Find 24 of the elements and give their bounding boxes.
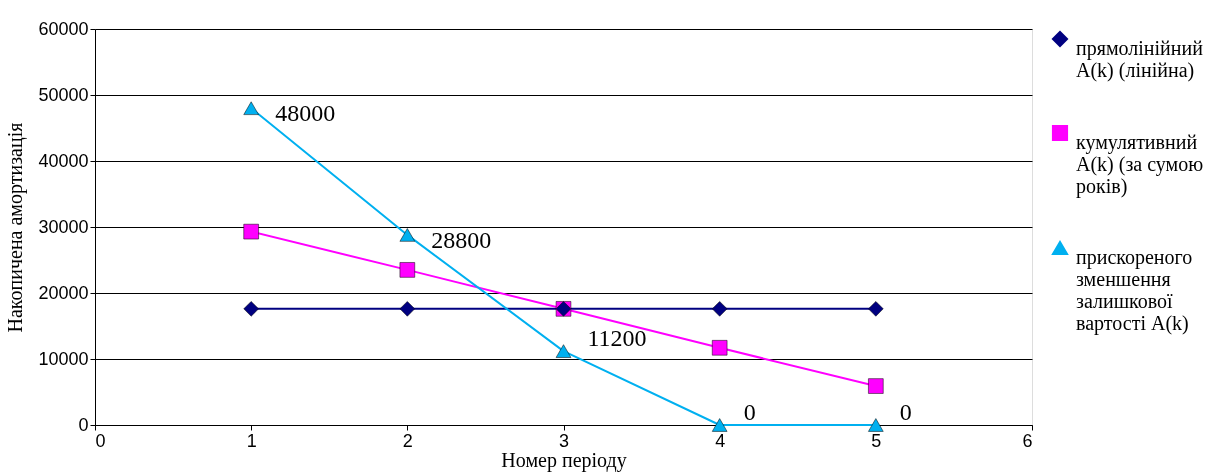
- x-tick-label: 1: [246, 430, 257, 451]
- y-tick-label: 30000: [38, 216, 89, 237]
- y-tick-label: 40000: [38, 150, 89, 171]
- y-tick-label: 0: [78, 414, 89, 435]
- data-label: 11200: [587, 325, 647, 352]
- y-tick-label: 50000: [38, 84, 89, 105]
- y-tick-label: 20000: [38, 282, 89, 303]
- x-tick-label: 5: [871, 430, 882, 451]
- y-axis-title: Накопичена амортизація: [4, 122, 28, 333]
- x-tick-label: 3: [558, 430, 570, 451]
- x-tick-label: 6: [1022, 430, 1033, 451]
- data-label: 0: [743, 399, 756, 425]
- legend-label: кумулятивний A(k) (за сумою років): [1076, 131, 1204, 198]
- legend-label: прискореного зменшення залишкової вартості A(k): [1076, 246, 1193, 335]
- data-label: 0: [899, 399, 912, 425]
- x-tick-label: 4: [715, 430, 726, 451]
- x-tick-label: 2: [402, 430, 413, 451]
- data-label: 48000: [275, 100, 336, 127]
- y-tick-label: 60000: [38, 18, 89, 39]
- x-tick-label: 0: [95, 430, 106, 451]
- data-label: 28800: [431, 226, 492, 253]
- legend-label: прямолінійний A(k) (лінійна): [1076, 37, 1204, 82]
- y-tick-label: 10000: [38, 348, 89, 369]
- x-axis-title: Номер періоду: [501, 448, 627, 472]
